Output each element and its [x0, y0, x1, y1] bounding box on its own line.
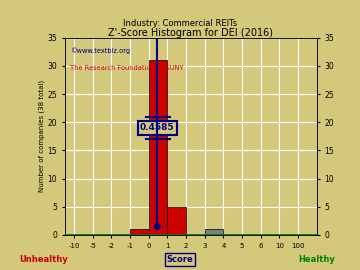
Bar	[167, 207, 186, 235]
Text: Industry: Commercial REITs: Industry: Commercial REITs	[123, 19, 237, 28]
Bar	[205, 229, 224, 235]
Text: The Research Foundation of SUNY: The Research Foundation of SUNY	[70, 65, 183, 71]
Text: Score: Score	[167, 255, 193, 264]
Text: ©www.textbiz.org: ©www.textbiz.org	[70, 48, 130, 54]
Title: Z'-Score Histogram for DEI (2016): Z'-Score Histogram for DEI (2016)	[108, 28, 273, 38]
Text: Healthy: Healthy	[298, 255, 335, 264]
Text: 0.4585: 0.4585	[140, 123, 175, 132]
Y-axis label: Number of companies (38 total): Number of companies (38 total)	[38, 80, 45, 193]
Bar	[149, 60, 167, 235]
Text: Unhealthy: Unhealthy	[19, 255, 68, 264]
Bar	[130, 229, 149, 235]
